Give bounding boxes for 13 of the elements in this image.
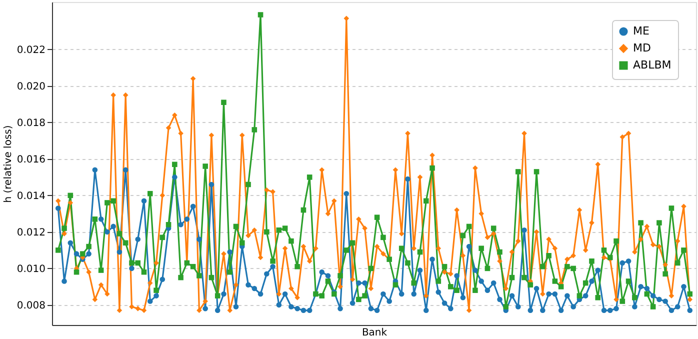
y-tick-label: 0.022 — [16, 44, 46, 56]
legend-label: MD — [633, 42, 651, 54]
y-tick-label: 0.016 — [16, 154, 46, 166]
y-tick-label: 0.014 — [16, 190, 46, 202]
y-tick-label: 0.010 — [16, 264, 46, 275]
y-tick-label: 0.020 — [16, 81, 46, 92]
y-tick-label: 0.012 — [16, 227, 46, 238]
legend-label: ME — [633, 24, 650, 38]
legend-label: ABLBM — [633, 58, 672, 72]
y-tick-label: 0.008 — [16, 300, 46, 312]
y-axis-title: h (relative loss) — [2, 125, 14, 203]
x-axis-title: Bank — [362, 328, 388, 338]
y-tick-label: 0.018 — [16, 118, 46, 129]
